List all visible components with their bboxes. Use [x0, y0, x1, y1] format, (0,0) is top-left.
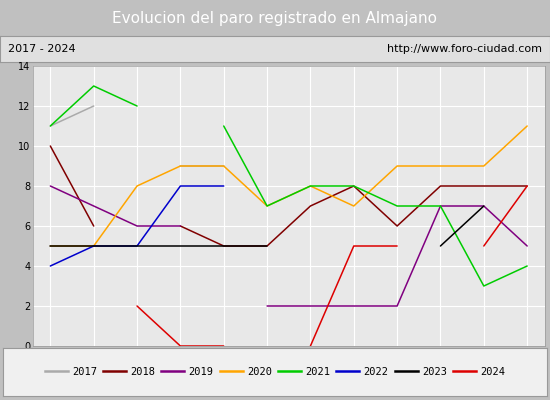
- Text: Evolucion del paro registrado en Almajano: Evolucion del paro registrado en Almajan…: [113, 10, 437, 26]
- Text: http://www.foro-ciudad.com: http://www.foro-ciudad.com: [387, 44, 542, 54]
- Text: 2017 - 2024: 2017 - 2024: [8, 44, 76, 54]
- Legend: 2017, 2018, 2019, 2020, 2021, 2022, 2023, 2024: 2017, 2018, 2019, 2020, 2021, 2022, 2023…: [41, 363, 509, 381]
